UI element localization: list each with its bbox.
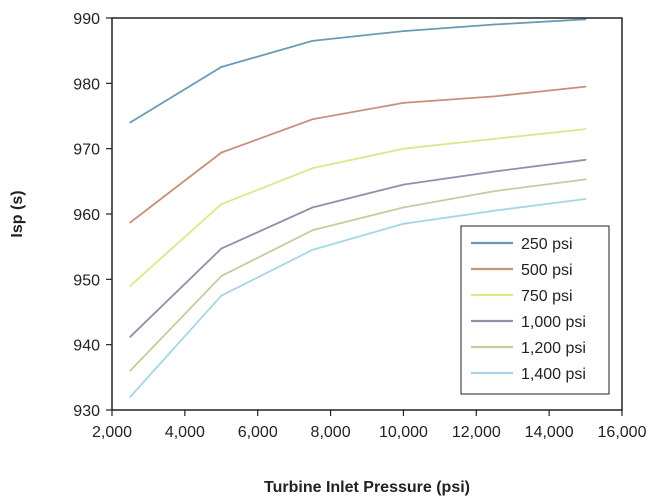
y-tick-label: 930 (73, 403, 100, 420)
data-point (129, 369, 132, 372)
y-tick-label: 990 (73, 11, 100, 28)
data-point (493, 209, 496, 212)
y-tick-label: 940 (73, 338, 100, 355)
x-tick-label: 12,000 (452, 424, 501, 441)
data-point (220, 294, 223, 297)
x-tick-label: 2,000 (92, 424, 132, 441)
data-point (402, 183, 405, 186)
data-point (402, 147, 405, 150)
data-point (584, 128, 587, 130)
legend: 250 psi 500 psi 750 psi 1,000 psi 1,200 psi 1… (460, 225, 610, 395)
data-point (584, 158, 587, 161)
data-point (402, 222, 405, 225)
x-axis-ticks: 2,000 4,000 6,000 8,000 10,000 12,000 14,000 16… (92, 410, 647, 441)
y-tick-label: 970 (73, 142, 100, 159)
legend-label: 1,400 psi (521, 366, 586, 383)
data-point (493, 170, 496, 173)
x-axis-title: Turbine Inlet Pressure (psi) (264, 479, 470, 496)
series-line-1 (129, 18, 586, 124)
y-tick-label: 980 (73, 76, 100, 93)
legend-label: 750 psi (521, 288, 573, 305)
x-tick-label: 14,000 (525, 424, 574, 441)
x-tick-label: 16,000 (598, 424, 647, 441)
data-point (311, 249, 314, 251)
series-line-2 (129, 85, 586, 224)
data-point (402, 206, 405, 209)
data-point (493, 95, 496, 98)
data-point (584, 198, 587, 200)
data-point (402, 102, 405, 104)
x-tick-label: 8,000 (311, 424, 351, 441)
y-axis-title: Isp (s) (9, 190, 26, 237)
legend-label: 500 psi (521, 262, 573, 279)
series-line-4 (129, 158, 586, 338)
series-layer (129, 18, 587, 398)
data-point (311, 39, 314, 42)
data-point (493, 23, 496, 26)
y-axis-ticks: 930 940 950 960 970 980 990 (73, 11, 112, 420)
data-point (584, 18, 587, 21)
data-point (220, 151, 223, 154)
data-point (129, 396, 132, 398)
data-point (311, 229, 314, 232)
series-line-3 (129, 128, 586, 287)
data-point (493, 190, 496, 193)
data-point (129, 284, 132, 287)
data-point (220, 66, 223, 68)
x-tick-label: 4,000 (165, 424, 205, 441)
data-point (584, 85, 587, 88)
data-point (493, 137, 496, 140)
data-point (311, 167, 314, 170)
data-point (129, 335, 132, 338)
x-tick-label: 10,000 (379, 424, 428, 441)
x-tick-label: 6,000 (238, 424, 278, 441)
legend-label: 1,000 psi (521, 314, 586, 331)
data-point (220, 247, 223, 250)
data-point (129, 121, 132, 124)
data-point (220, 275, 223, 277)
series-line-6 (129, 198, 586, 398)
y-tick-label: 950 (73, 272, 100, 289)
data-point (584, 178, 587, 181)
data-point (402, 30, 405, 32)
legend-label: 250 psi (521, 236, 573, 253)
data-point (129, 221, 132, 224)
legend-box (460, 225, 610, 395)
data-point (311, 118, 314, 121)
data-point (311, 206, 314, 209)
y-tick-label: 960 (73, 207, 100, 224)
series-line-5 (129, 178, 586, 372)
data-point (220, 203, 223, 206)
legend-label: 1,200 psi (521, 340, 586, 357)
